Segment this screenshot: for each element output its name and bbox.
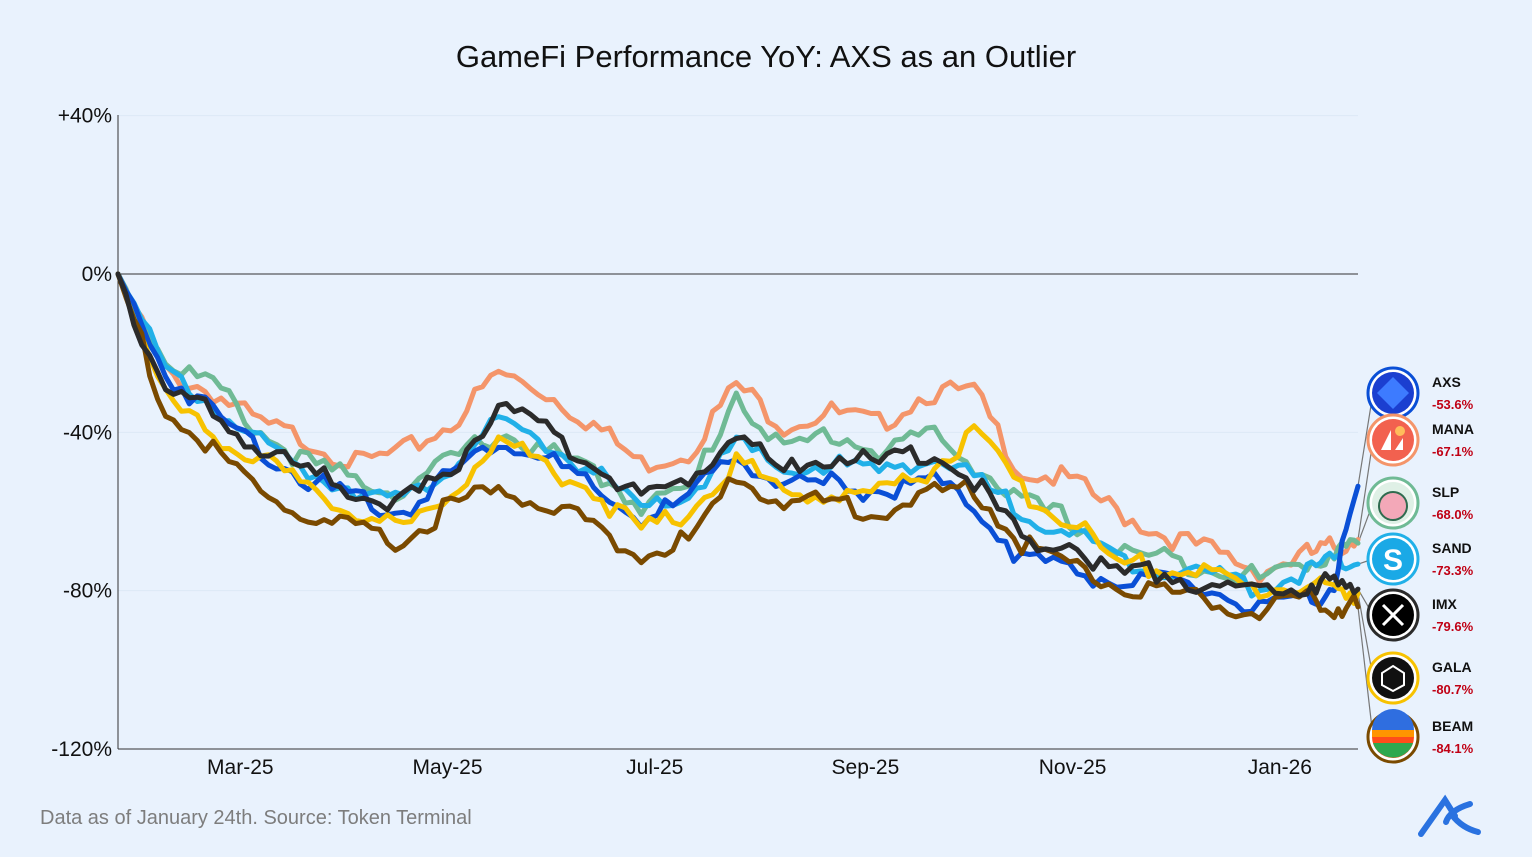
- potion-logo-icon: [1366, 476, 1420, 530]
- series-line-slp: [115, 271, 1361, 587]
- x-tick-label: Jul-25: [626, 756, 683, 779]
- immutable-x-logo-icon: [1366, 588, 1420, 642]
- connector-line: [1357, 606, 1374, 738]
- beam-logo-icon: [1366, 709, 1420, 764]
- ak-logo-icon: [1418, 794, 1481, 837]
- axie-logo-icon: [1366, 366, 1420, 420]
- legend-value-slp: -68.0%: [1432, 507, 1474, 522]
- legend-label-slp: SLP: [1432, 484, 1459, 500]
- legend-label-mana: MANA: [1432, 421, 1474, 437]
- svg-text:S: S: [1383, 544, 1403, 577]
- connector-line: [1357, 392, 1374, 487]
- legend-value-axs: -53.6%: [1432, 397, 1474, 412]
- gala-logo-icon: [1366, 651, 1420, 705]
- y-tick-label: -80%: [63, 580, 112, 603]
- footnote: Data as of January 24th. Source: Token T…: [40, 807, 472, 829]
- x-tick-label: Nov-25: [1039, 756, 1107, 779]
- y-tick-label: +40%: [58, 105, 112, 128]
- legend-label-imx: IMX: [1432, 596, 1458, 612]
- sandbox-logo-icon: S: [1366, 532, 1420, 586]
- legend-value-gala: -80.7%: [1432, 682, 1474, 697]
- legend-value-beam: -84.1%: [1432, 741, 1474, 756]
- legend-label-gala: GALA: [1432, 659, 1472, 675]
- legend-value-imx: -79.6%: [1432, 619, 1474, 634]
- series-line-axs: [115, 271, 1361, 615]
- connector-line: [1357, 593, 1374, 679]
- legend-label-axs: AXS: [1432, 374, 1461, 390]
- x-tick-label: Jan-26: [1248, 756, 1312, 779]
- y-tick-label: -40%: [63, 421, 112, 444]
- legend-value-mana: -67.1%: [1432, 444, 1474, 459]
- chart-title: GameFi Performance YoY: AXS as an Outlie…: [456, 39, 1076, 74]
- x-tick-label: May-25: [413, 756, 483, 779]
- series-line-mana: [115, 271, 1361, 585]
- series-line-gala: [115, 271, 1361, 606]
- connector-line: [1357, 439, 1374, 540]
- y-tick-label: 0%: [82, 263, 112, 286]
- legend-label-beam: BEAM: [1432, 718, 1473, 734]
- legend-label-sand: SAND: [1432, 540, 1472, 556]
- decentraland-logo-icon: [1366, 413, 1420, 467]
- x-tick-label: Mar-25: [207, 756, 274, 779]
- y-tick-label: -120%: [51, 738, 112, 761]
- series-line-imx: [115, 271, 1361, 598]
- x-tick-label: Sep-25: [832, 756, 900, 779]
- legend-value-sand: -73.3%: [1432, 563, 1474, 578]
